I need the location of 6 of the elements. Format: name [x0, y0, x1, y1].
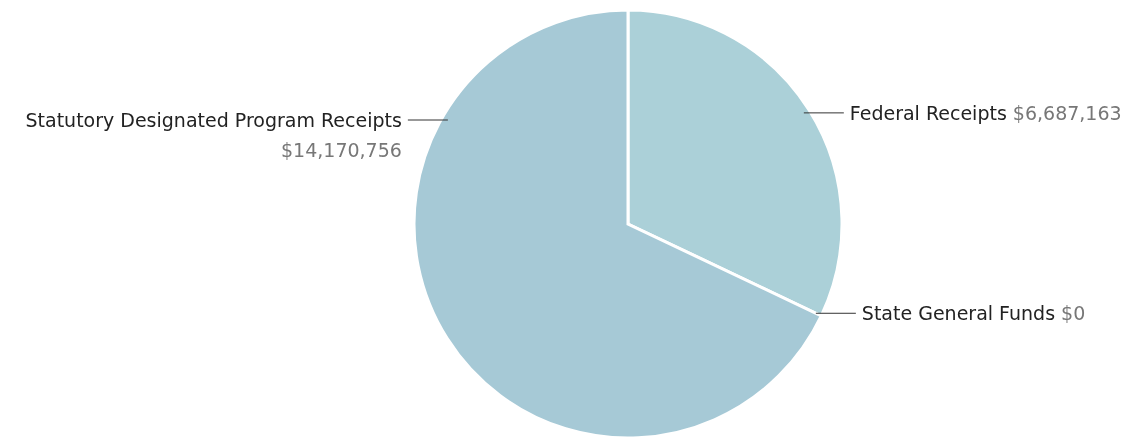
legend-label: State General Funds — [861, 302, 1056, 325]
slice-label: Statutory Designated Program Receipts — [25, 109, 402, 131]
data-label: $14,170,756 — [280, 139, 402, 161]
slice-label: Federal Receipts — [849, 101, 1007, 124]
text: $0 — [1061, 302, 1086, 325]
data-label: $6,687,163 — [1006, 101, 1122, 124]
